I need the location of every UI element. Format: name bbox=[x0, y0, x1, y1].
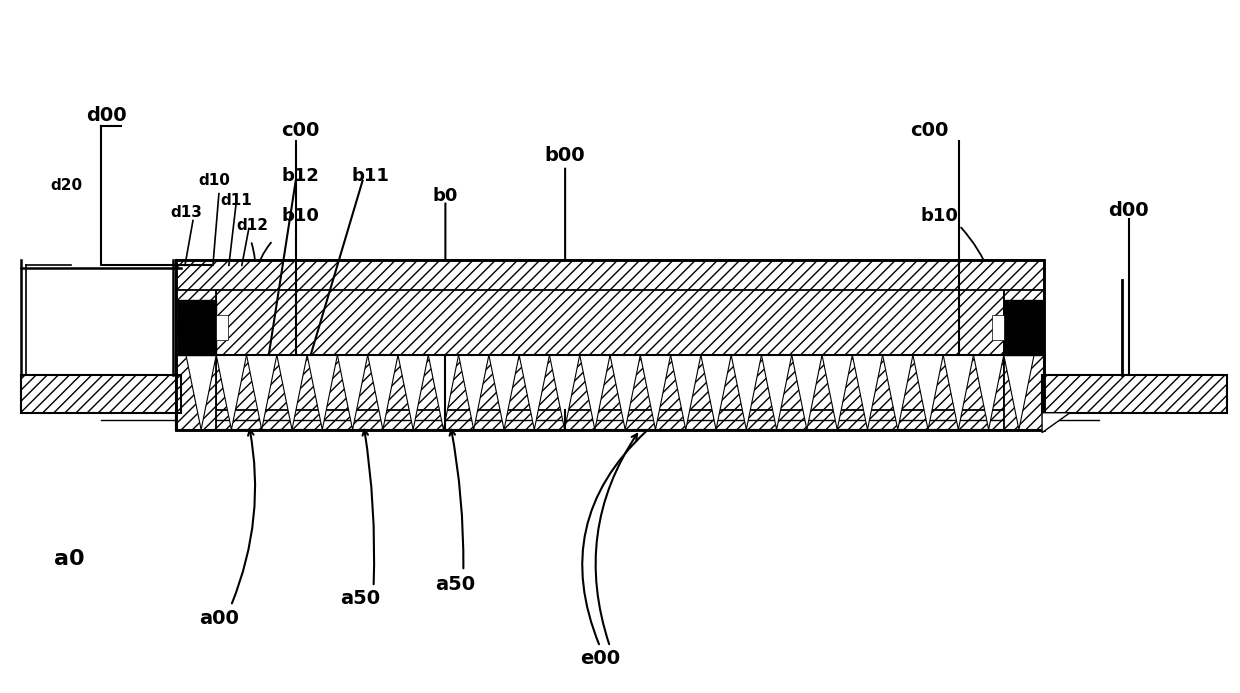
Bar bbox=[176, 261, 1044, 430]
Polygon shape bbox=[732, 355, 761, 430]
Bar bbox=[176, 261, 216, 430]
Text: a50: a50 bbox=[435, 574, 475, 593]
Polygon shape bbox=[822, 355, 852, 430]
Bar bbox=[176, 261, 1044, 430]
Polygon shape bbox=[216, 355, 247, 430]
Bar bbox=[216, 315, 228, 340]
Bar bbox=[176, 261, 1044, 290]
Polygon shape bbox=[852, 355, 883, 430]
Polygon shape bbox=[549, 355, 580, 430]
Text: b0: b0 bbox=[433, 186, 458, 204]
Polygon shape bbox=[428, 355, 459, 430]
Text: c00: c00 bbox=[910, 121, 949, 141]
Bar bbox=[216, 275, 1004, 410]
Text: e00: e00 bbox=[580, 649, 620, 668]
Text: b10: b10 bbox=[281, 207, 320, 225]
Text: d12: d12 bbox=[237, 218, 269, 233]
Polygon shape bbox=[337, 355, 368, 430]
Text: a50: a50 bbox=[341, 590, 381, 608]
Text: b12: b12 bbox=[281, 167, 320, 185]
Bar bbox=[1042, 375, 1226, 413]
Polygon shape bbox=[701, 355, 732, 430]
Polygon shape bbox=[1004, 355, 1034, 430]
Polygon shape bbox=[520, 355, 549, 430]
Polygon shape bbox=[973, 355, 1004, 430]
Bar bbox=[21, 375, 181, 413]
Bar bbox=[179, 300, 216, 355]
Polygon shape bbox=[610, 355, 640, 430]
Polygon shape bbox=[671, 355, 701, 430]
Bar bbox=[1004, 300, 1042, 355]
Polygon shape bbox=[398, 355, 428, 430]
Text: b00: b00 bbox=[544, 146, 585, 165]
Polygon shape bbox=[913, 355, 944, 430]
Bar bbox=[176, 355, 1044, 430]
Text: d10: d10 bbox=[198, 173, 229, 188]
Polygon shape bbox=[1042, 413, 1070, 432]
Bar bbox=[176, 355, 1044, 430]
Text: b10: b10 bbox=[920, 207, 959, 225]
Text: d11: d11 bbox=[219, 193, 252, 208]
Bar bbox=[992, 315, 1004, 340]
Text: a00: a00 bbox=[198, 609, 239, 629]
Text: d00: d00 bbox=[1109, 201, 1149, 220]
Polygon shape bbox=[640, 355, 671, 430]
Polygon shape bbox=[883, 355, 913, 430]
Bar bbox=[1004, 261, 1044, 430]
Text: a0: a0 bbox=[53, 549, 84, 569]
Polygon shape bbox=[308, 355, 337, 430]
Text: d13: d13 bbox=[170, 205, 202, 220]
Text: d00: d00 bbox=[86, 107, 126, 125]
Polygon shape bbox=[459, 355, 489, 430]
Polygon shape bbox=[792, 355, 822, 430]
Polygon shape bbox=[186, 355, 216, 430]
Polygon shape bbox=[247, 355, 277, 430]
Polygon shape bbox=[368, 355, 398, 430]
Polygon shape bbox=[277, 355, 308, 430]
Polygon shape bbox=[489, 355, 520, 430]
Text: d20: d20 bbox=[50, 178, 82, 193]
Text: b11: b11 bbox=[352, 167, 389, 185]
Polygon shape bbox=[944, 355, 973, 430]
Text: c00: c00 bbox=[281, 121, 320, 141]
Polygon shape bbox=[761, 355, 792, 430]
Polygon shape bbox=[580, 355, 610, 430]
